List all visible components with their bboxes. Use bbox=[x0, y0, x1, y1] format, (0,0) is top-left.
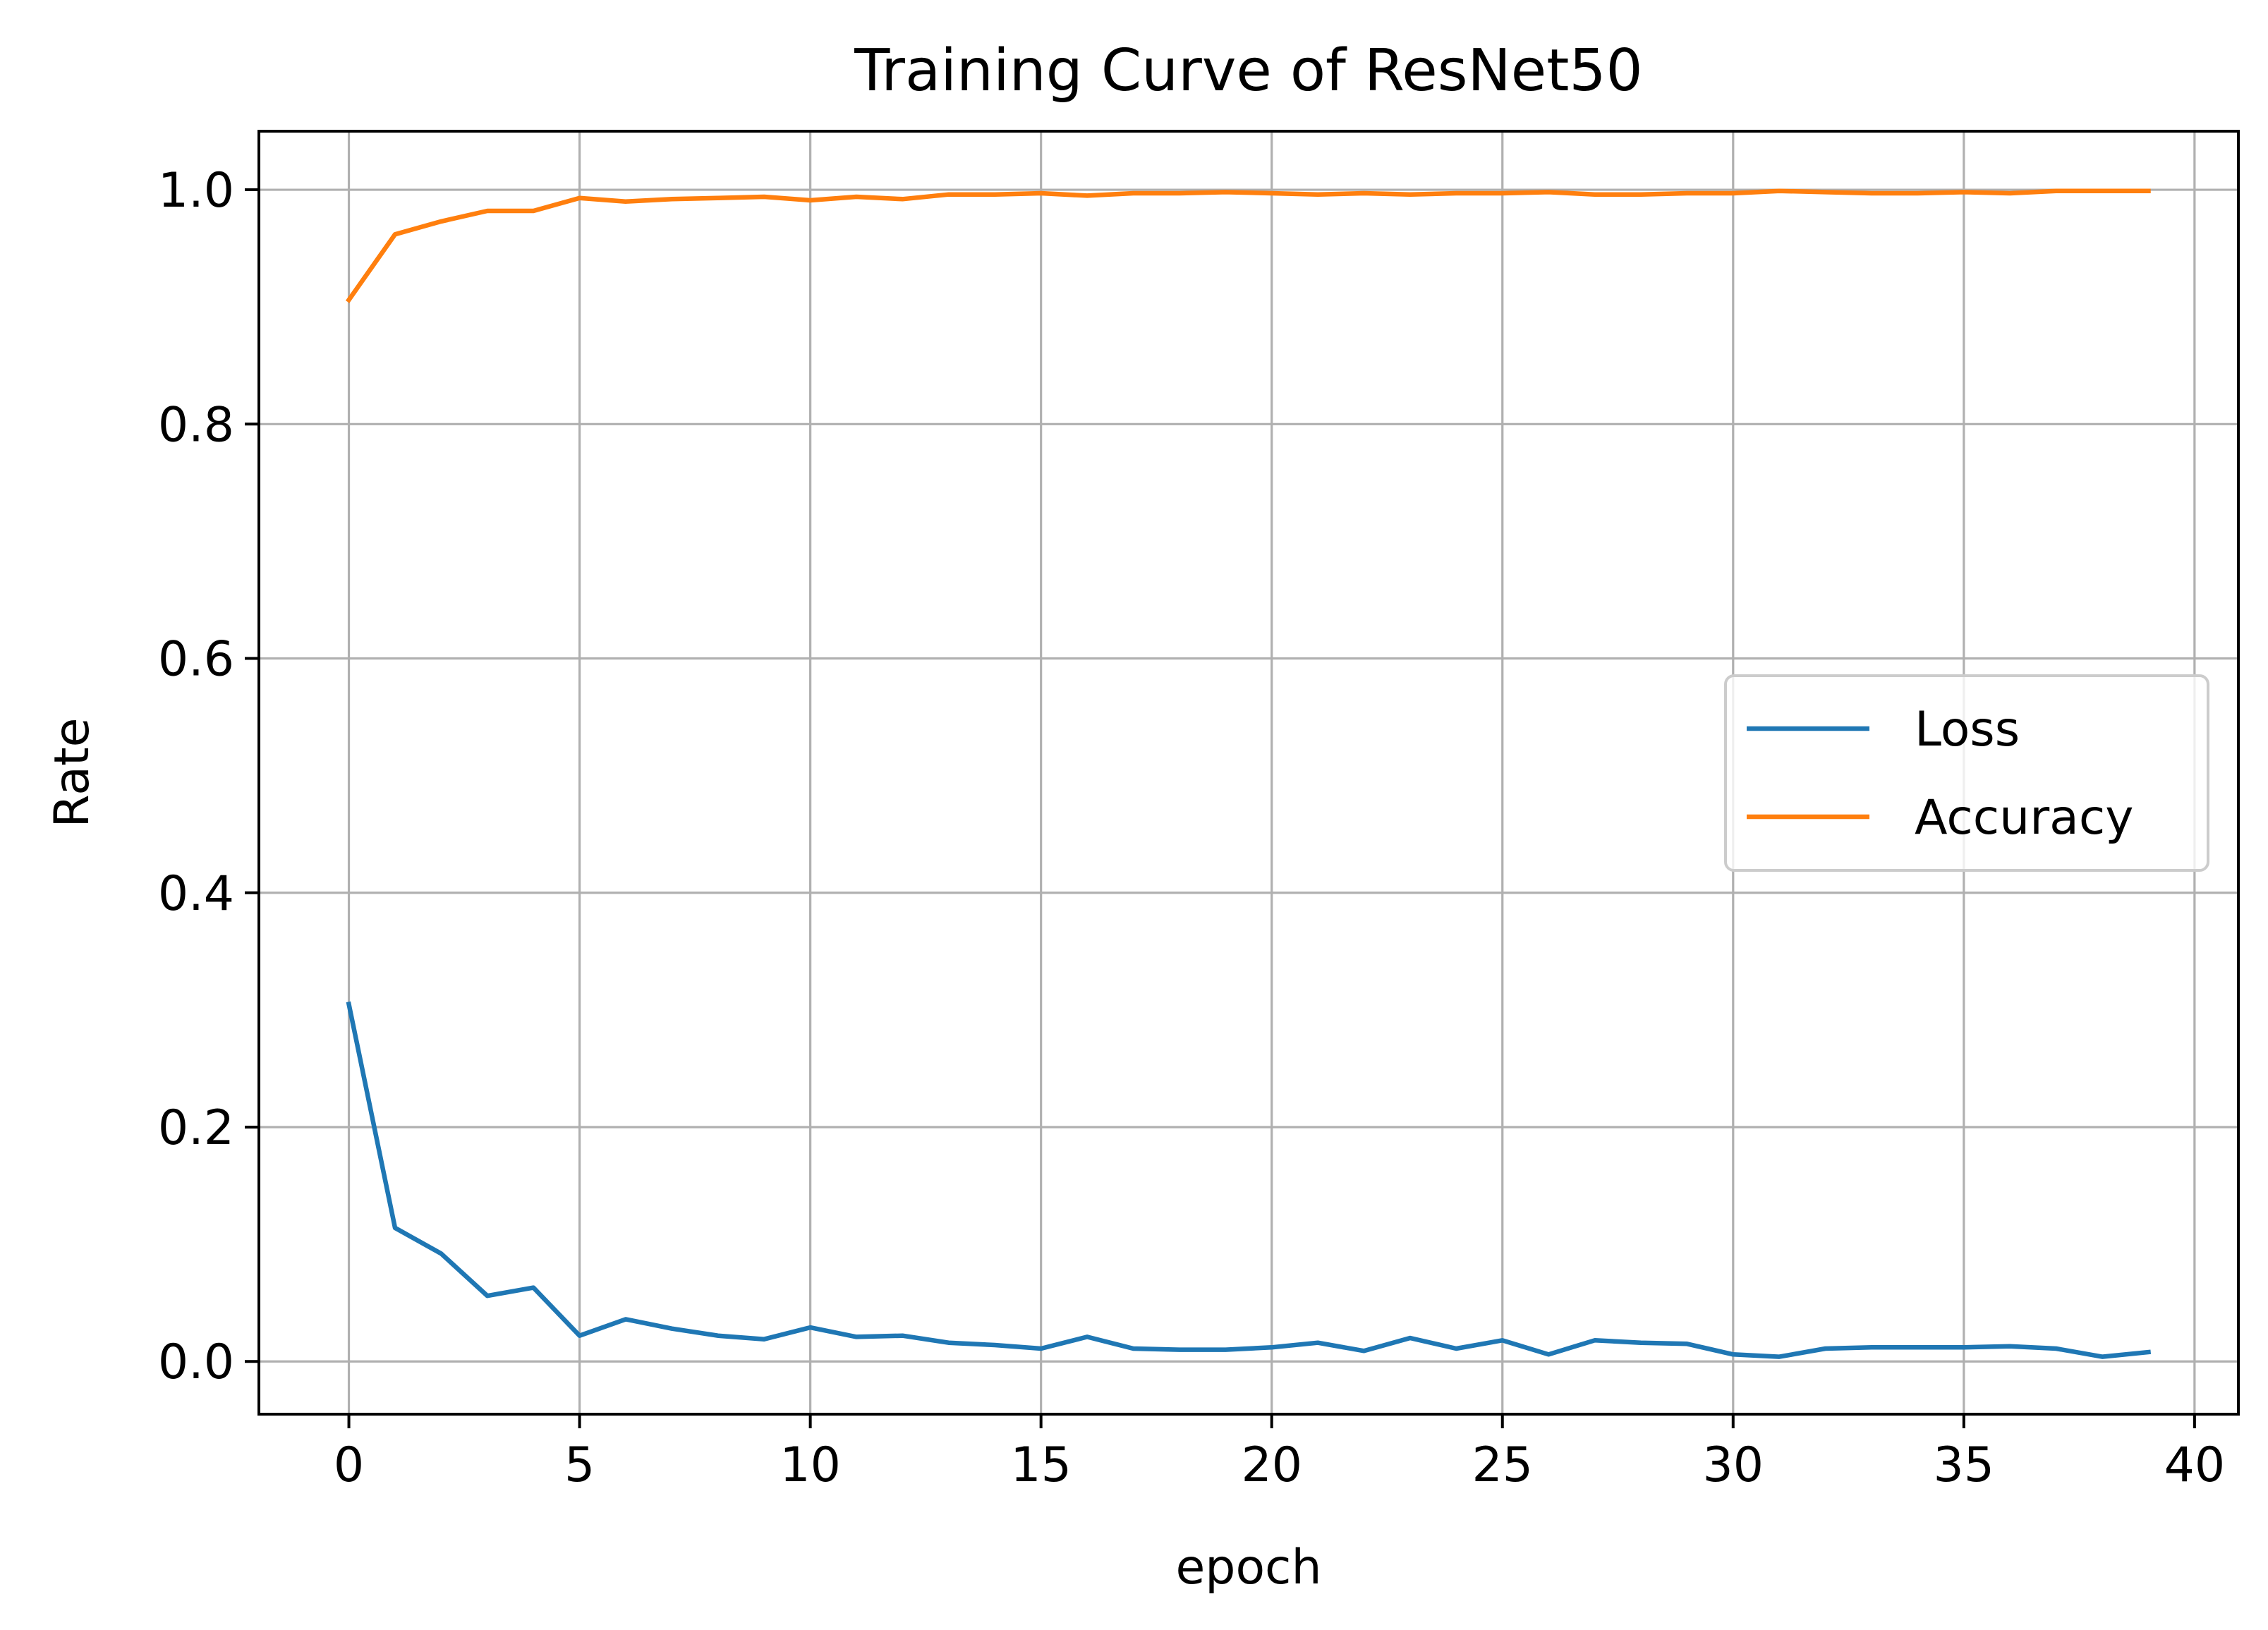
axis-ticks: 0 5 10 15 20 25 30 35 40 0.0 0.2 0.4 0.6 0.8 1.0 bbox=[158, 163, 2225, 1493]
legend-label-loss: Loss bbox=[1915, 702, 2020, 758]
plot-frame bbox=[257, 130, 2240, 1416]
x-tick-label: 40 bbox=[2164, 1437, 2226, 1493]
series-line-accuracy bbox=[345, 188, 2151, 303]
x-tick-label: 30 bbox=[1703, 1437, 1764, 1493]
legend-label-accuracy: Accuracy bbox=[1915, 790, 2133, 846]
y-axis-label: Rate bbox=[44, 718, 100, 828]
x-tick-label: 10 bbox=[780, 1437, 841, 1493]
chart-title: Training Curve of ResNet50 bbox=[854, 37, 1642, 104]
series-lines bbox=[345, 188, 2152, 1359]
y-tick-label: 0.2 bbox=[158, 1100, 234, 1156]
grid bbox=[259, 131, 2238, 1414]
y-tick-label: 0.0 bbox=[158, 1334, 234, 1390]
legend: Loss Accuracy bbox=[1724, 674, 2209, 872]
x-tick-label: 5 bbox=[564, 1437, 595, 1493]
legend-box bbox=[1724, 674, 2209, 872]
series-line-loss bbox=[346, 1001, 2152, 1359]
y-tick-label: 1.0 bbox=[158, 163, 234, 219]
x-tick-label: 15 bbox=[1010, 1437, 1072, 1493]
x-tick-label: 25 bbox=[1472, 1437, 1533, 1493]
x-tick-label: 20 bbox=[1241, 1437, 1302, 1493]
y-tick-label: 0.8 bbox=[158, 397, 234, 453]
y-tick-label: 0.6 bbox=[158, 632, 234, 688]
x-tick-label: 0 bbox=[334, 1437, 364, 1493]
x-axis-label: epoch bbox=[1175, 1540, 1321, 1595]
x-tick-label: 35 bbox=[1934, 1437, 1995, 1493]
y-tick-label: 0.4 bbox=[158, 866, 234, 922]
